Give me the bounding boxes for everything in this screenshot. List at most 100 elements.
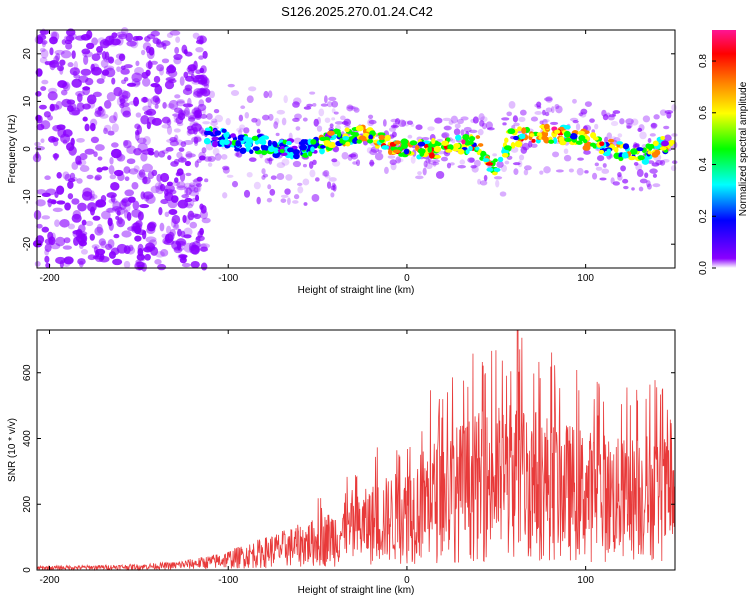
spectrogram-blob bbox=[324, 117, 331, 123]
spectrogram-blob bbox=[292, 117, 300, 123]
spectrogram-blob bbox=[140, 49, 146, 56]
spectrogram-blob bbox=[207, 155, 216, 163]
spectrogram-blob bbox=[617, 133, 623, 138]
spectrogram-blob bbox=[173, 119, 180, 123]
spectrogram-blob bbox=[568, 168, 574, 173]
snr-frame bbox=[36, 329, 676, 571]
spectrogram-blob bbox=[671, 133, 678, 137]
spectrogram-blob bbox=[160, 249, 169, 257]
spectrogram-blob bbox=[84, 123, 90, 132]
spectrogram-blob bbox=[604, 136, 609, 144]
spectrogram-blob bbox=[143, 110, 153, 116]
spectrogram-blob bbox=[601, 109, 607, 117]
spectrogram-blob bbox=[584, 130, 590, 135]
spectrogram-blob bbox=[187, 69, 195, 75]
spectrogram-blob bbox=[633, 161, 639, 166]
spectrogram-blob bbox=[276, 172, 285, 181]
spectrogram-blob bbox=[572, 98, 577, 104]
spectrogram-blob bbox=[292, 101, 300, 108]
spectrogram-blob bbox=[184, 160, 192, 167]
spectrogram-blob bbox=[253, 181, 261, 190]
spectrogram-blob bbox=[94, 144, 105, 151]
spectrogram-blob bbox=[599, 177, 607, 181]
spectrogram-blob bbox=[160, 172, 170, 183]
spectrogram-blob bbox=[319, 144, 326, 149]
spectrogram-blob bbox=[382, 119, 387, 127]
spectrogram-blob bbox=[141, 262, 147, 272]
spectrogram-blob bbox=[450, 115, 458, 124]
spectrogram-blob bbox=[544, 97, 553, 102]
spectrogram-blob bbox=[120, 68, 130, 75]
spectrogram-blob bbox=[652, 183, 661, 188]
spectrogram-blob bbox=[612, 112, 616, 117]
spectrogram-blob bbox=[214, 114, 224, 123]
spectrogram-blob bbox=[198, 99, 205, 107]
spectrogram-blob bbox=[468, 129, 478, 134]
spectrogram-blob bbox=[244, 141, 253, 148]
y-tick-label: 20 bbox=[22, 48, 33, 60]
spectrogram-blob bbox=[65, 35, 75, 42]
spectrogram-blob bbox=[118, 94, 125, 102]
spectrogram-blob bbox=[333, 111, 339, 115]
spectrogram-blob bbox=[108, 165, 115, 175]
spectrogram-blob bbox=[164, 211, 170, 218]
spectrogram-blob bbox=[389, 159, 397, 166]
spectrogram-blob bbox=[249, 149, 254, 155]
spectrogram-blob bbox=[261, 168, 266, 175]
spectrogram-blob bbox=[141, 71, 149, 79]
spectrogram-blob bbox=[541, 135, 548, 141]
spectrogram-blob bbox=[100, 240, 107, 249]
spectrogram-blob bbox=[545, 96, 553, 103]
spectrogram-blob bbox=[350, 106, 359, 112]
spectrogram-blob bbox=[51, 31, 60, 42]
spectrogram-blob bbox=[145, 61, 154, 69]
spectrogram-blob bbox=[302, 117, 308, 122]
spectrogram-blob bbox=[60, 133, 71, 144]
spectrogram-blob bbox=[395, 156, 402, 164]
spectrogram-blob bbox=[630, 148, 638, 155]
spectrogram-blob bbox=[388, 127, 397, 132]
spectrogram-blob bbox=[44, 243, 52, 253]
spectrogram-blob bbox=[195, 39, 204, 45]
spectrogram-blob bbox=[447, 144, 454, 151]
spectrogram-blob bbox=[147, 171, 155, 180]
spectrogram-blob bbox=[64, 202, 71, 211]
spectrogram-blob bbox=[195, 46, 204, 53]
spectrogram-blob bbox=[95, 248, 106, 256]
spectrogram-blob bbox=[214, 130, 222, 136]
spectrogram-blob bbox=[188, 184, 196, 192]
spectrogram-blob bbox=[185, 203, 193, 209]
spectrogram-blob bbox=[235, 140, 242, 147]
spectrogram-blob bbox=[309, 169, 316, 178]
spectrogram-blob bbox=[276, 162, 286, 169]
spectrogram-blob bbox=[107, 56, 115, 64]
spectrogram-blob bbox=[116, 151, 123, 161]
spectrogram-blob bbox=[478, 113, 485, 122]
spectrogram-blob bbox=[138, 169, 146, 178]
spectrogram-blob bbox=[167, 103, 175, 109]
spectrogram-blob bbox=[167, 155, 172, 161]
spectrogram-blob bbox=[181, 255, 187, 261]
spectrogram-blob bbox=[124, 176, 130, 182]
spectrogram-blob bbox=[142, 42, 152, 51]
spectrogram-blob bbox=[123, 202, 131, 213]
spectrogram-blob bbox=[137, 264, 144, 271]
spectrogram-blob bbox=[558, 136, 565, 143]
spectrogram-blob bbox=[293, 194, 300, 200]
spectrogram-blob bbox=[137, 137, 147, 144]
spectrogram-blob bbox=[477, 143, 484, 147]
spectrogram-blob bbox=[128, 168, 139, 175]
spectrogram-blob bbox=[393, 140, 401, 145]
spectrogram-blob bbox=[196, 91, 203, 98]
spectrogram-blob bbox=[387, 155, 396, 159]
spectrogram-blob bbox=[197, 79, 208, 85]
spectrogram-blob bbox=[183, 107, 190, 117]
spectrogram-blob bbox=[191, 136, 202, 143]
spectrogram-blob bbox=[268, 156, 273, 165]
spectrogram-blob bbox=[123, 64, 133, 69]
spectrogram-blob bbox=[539, 170, 544, 175]
spectrogram-blob bbox=[428, 152, 435, 159]
spectrogram-blob bbox=[508, 101, 516, 109]
spectrogram-blob bbox=[356, 139, 362, 144]
spectrogram-blob bbox=[331, 158, 338, 163]
